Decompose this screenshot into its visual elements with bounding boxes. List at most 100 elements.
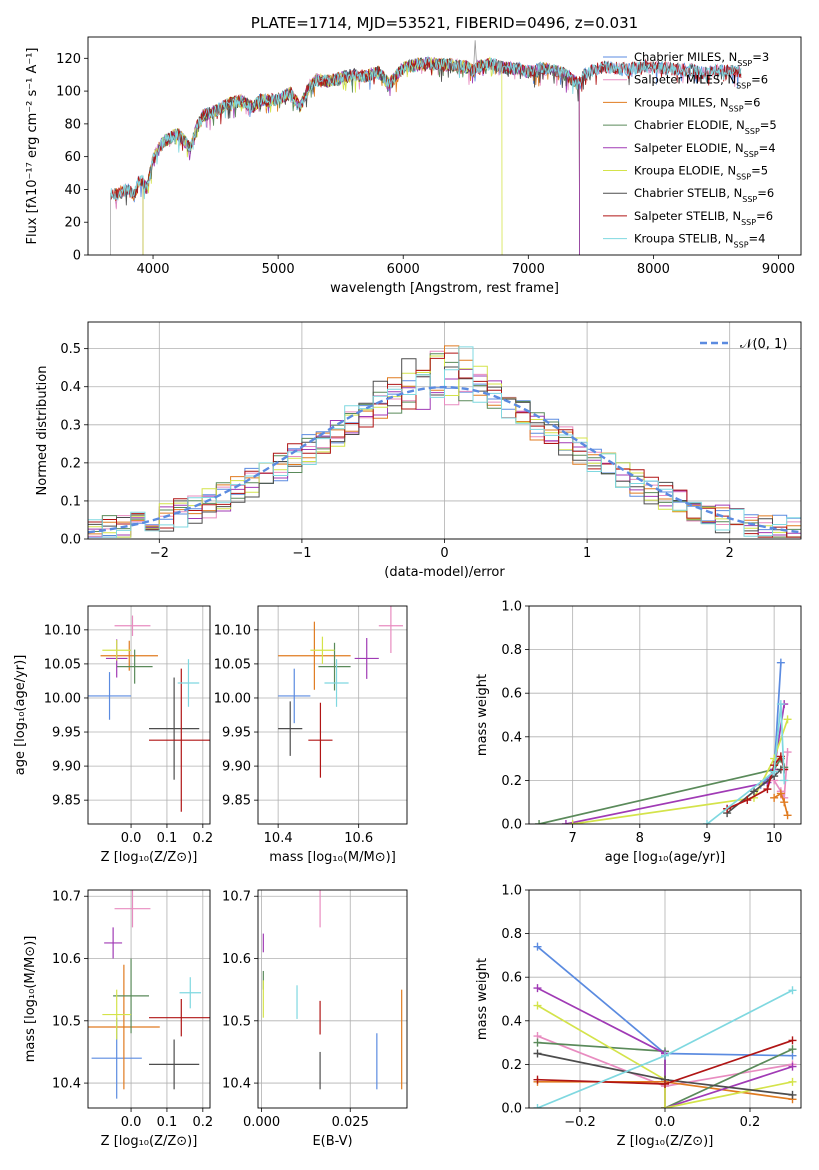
error-point [100, 640, 158, 671]
y-tick-label: 9.85 [222, 794, 251, 809]
weight-marker [661, 1051, 669, 1060]
y-tick-label: 10.4 [222, 1077, 251, 1092]
weight-line [706, 704, 786, 824]
y-tick-label: 0.5 [60, 342, 81, 357]
weight-marker [780, 776, 789, 785]
plot-area [262, 890, 403, 1090]
plot-area [88, 615, 210, 812]
axes-frame [87, 321, 802, 540]
y-tick-label: 0 [73, 249, 81, 264]
weight-marker [561, 820, 570, 824]
x-tick-label: 4000 [136, 262, 169, 277]
grid [88, 890, 210, 1108]
weight-marker [743, 796, 752, 805]
weight-marker [533, 1001, 542, 1010]
y-tick-label: 10.7 [52, 890, 81, 905]
x-axis-label: Z [log₁₀(Z/Z⊙)] [101, 1134, 198, 1149]
error-point [88, 672, 132, 720]
y-tick-label: 0.4 [501, 1014, 522, 1029]
plot-area [110, 40, 742, 255]
y-axis-label: age [log₁₀(age/yr)] [13, 655, 28, 776]
chart-title: PLATE=1714, MJD=53521, FIBERID=0496, z=0… [251, 14, 638, 32]
y-axis-label: Normed distribution [35, 366, 50, 496]
axes-frame [87, 889, 211, 1109]
x-tick-label: 0.025 [332, 1115, 369, 1130]
legend-label: Salpeter ELODIE, NSSP=4 [634, 141, 776, 159]
axes-frame [87, 605, 211, 825]
mass_vs_EBV-panel: 0.000 0.025 10.4 10.5 10.6 10.7 E(B-V) [222, 889, 408, 1149]
error-point [104, 927, 123, 959]
y-axis-label: mass [log₁₀(M/M⊙)] [23, 936, 38, 1063]
x-tick-label: 0.0 [655, 1115, 676, 1130]
mass_vs_Z-panel: 0.0 0.1 0.2 10.4 10.5 10.6 10.7 Z [log₁₀(Z/Z⊙)]… [23, 889, 213, 1149]
axes-frame [257, 889, 408, 1109]
y-tick-label: 80 [64, 117, 81, 132]
weight-marker [788, 1036, 797, 1045]
grid [529, 605, 801, 825]
spectrum-line [110, 55, 742, 201]
grid [258, 890, 407, 1108]
y-tick-label: 10.00 [44, 691, 81, 706]
x-tick-label: 0 [440, 546, 448, 561]
weight-line [537, 1004, 793, 1108]
x-tick-label: 0.2 [740, 1115, 761, 1130]
weight-marker [788, 1062, 797, 1071]
error-point [114, 890, 151, 928]
error-point [378, 606, 403, 654]
legend-label: Salpeter STELIB, NSSP=6 [634, 209, 773, 227]
y-tick-label: 20 [64, 216, 81, 231]
weight-marker [783, 811, 792, 820]
error-point [149, 999, 210, 1037]
x-tick-label: 10.4 [264, 831, 293, 846]
x-tick-label: 10 [766, 831, 783, 846]
ticks: −0.2 0.0 0.2 0.0 0.2 0.4 0.6 0.8 1.0 [501, 884, 760, 1131]
error-point [149, 677, 200, 780]
x-tick-label: 7 [569, 831, 577, 846]
error-point [149, 1039, 200, 1090]
y-tick-label: 0.0 [501, 1102, 522, 1117]
legend: 𝒩(0, 1) [700, 337, 787, 352]
y-tick-label: 10.05 [44, 657, 81, 672]
ticks: 10.4 10.6 9.85 9.90 9.95 10.00 10.05 10.10 [214, 623, 373, 846]
weight-line [538, 756, 785, 824]
y-axis-label: mass weight [475, 958, 490, 1040]
spectrum-line [115, 57, 580, 255]
weight-marker [763, 785, 772, 794]
weight-marker [533, 942, 542, 951]
y-tick-label: 9.85 [52, 794, 81, 809]
legend-label: Kroupa MILES, NSSP=6 [634, 95, 760, 113]
x-tick-label: 8000 [637, 262, 670, 277]
x-tick-label: 8 [636, 831, 644, 846]
weight-marker [776, 658, 785, 667]
y-axis-label: mass weight [475, 674, 490, 756]
error-point [88, 964, 160, 1090]
x-tick-label: 0.2 [192, 831, 213, 846]
x-axis-label: (data-model)/error [384, 565, 505, 580]
error-point [308, 702, 333, 778]
y-tick-label: 0.4 [501, 730, 522, 745]
legend-label: Kroupa STELIB, NSSP=4 [634, 232, 765, 250]
error-point [102, 640, 132, 661]
x-axis-label: Z [log₁₀(Z/Z⊙)] [617, 1134, 714, 1149]
x-axis-label: wavelength [Angstrom, rest frame] [330, 281, 559, 296]
x-tick-label: −0.2 [564, 1115, 596, 1130]
y-tick-label: 0.3 [60, 418, 81, 433]
y-tick-label: 10.10 [214, 623, 251, 638]
axes-frame [257, 605, 408, 825]
y-tick-label: 0.4 [60, 380, 81, 395]
weight-line [773, 792, 789, 816]
x-tick-label: 0.000 [243, 1115, 280, 1130]
weight_vs_Z-panel: −0.2 0.0 0.2 0.0 0.2 0.4 0.6 0.8 1.0 Z [log₁₀(Z/Z… [475, 884, 802, 1149]
weight-line [565, 703, 786, 824]
weight-marker [783, 748, 792, 757]
error-point [278, 701, 303, 756]
y-tick-label: 0.0 [501, 818, 522, 833]
plot-area [278, 606, 403, 778]
axes-frame [528, 605, 802, 825]
weight-marker [702, 820, 711, 824]
normal-curve [88, 385, 801, 534]
legend-label: Chabrier STELIB, NSSP=6 [634, 186, 774, 204]
x-axis-label: age [log₁₀(age/yr)] [605, 850, 726, 865]
y-tick-label: 10.6 [52, 952, 81, 967]
